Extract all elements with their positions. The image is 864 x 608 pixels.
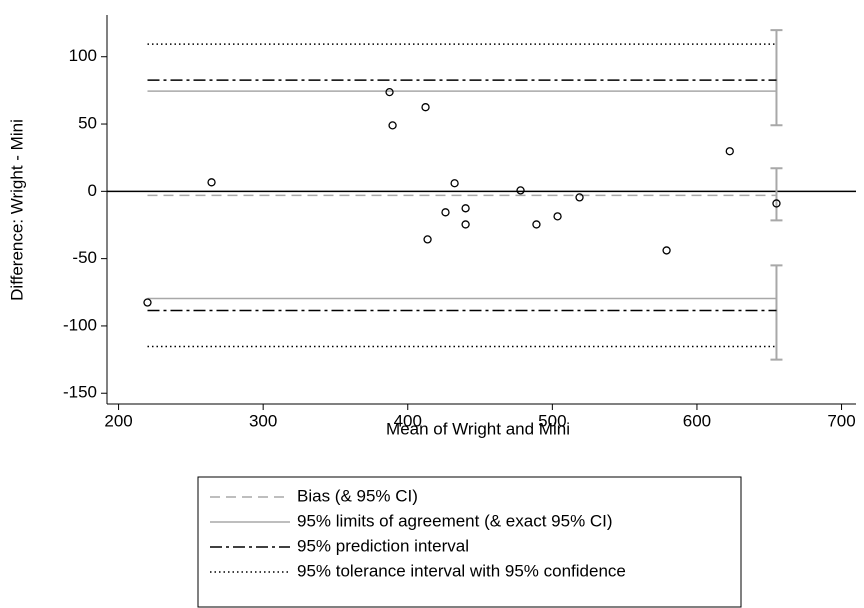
point	[461, 204, 470, 213]
point	[207, 178, 216, 187]
y-tick-label: 0	[88, 181, 97, 200]
x-tick-label: 500	[538, 411, 566, 430]
x-tick-label: 600	[683, 411, 711, 430]
x-axis-label: Mean of Wright and Mini	[386, 419, 570, 438]
legend-label: 95% prediction interval	[297, 536, 469, 555]
point	[662, 246, 671, 255]
legend-label: 95% limits of agreement (& exact 95% CI)	[297, 511, 613, 530]
y-axis-label: Difference: Wright - Mini	[7, 119, 26, 301]
point	[421, 103, 430, 112]
point	[450, 179, 459, 188]
ci-bar	[770, 264, 783, 361]
point	[516, 186, 525, 195]
point	[532, 220, 541, 229]
point	[423, 235, 432, 244]
point	[461, 220, 470, 229]
y-tick-label: -150	[63, 383, 97, 402]
x-tick-label: 400	[394, 411, 422, 430]
ci-bar	[770, 29, 783, 127]
y-tick-label: 100	[69, 46, 97, 65]
x-tick-label: 700	[827, 411, 855, 430]
point	[725, 147, 734, 156]
ci-bar	[770, 167, 783, 222]
point	[143, 298, 152, 307]
legend-label: Bias (& 95% CI)	[297, 486, 418, 505]
point	[553, 212, 562, 221]
legend-box	[197, 476, 742, 608]
x-tick-label: 300	[249, 411, 277, 430]
point	[575, 193, 584, 202]
y-tick-label: 50	[78, 114, 97, 133]
point	[772, 199, 781, 208]
y-tick-label: -50	[72, 248, 97, 267]
point	[441, 208, 450, 217]
x-tick-label: 200	[104, 411, 132, 430]
point	[385, 87, 394, 97]
y-tick-label: -100	[63, 315, 97, 334]
legend-label: 95% tolerance interval with 95% confiden…	[297, 561, 626, 580]
point	[388, 121, 397, 130]
